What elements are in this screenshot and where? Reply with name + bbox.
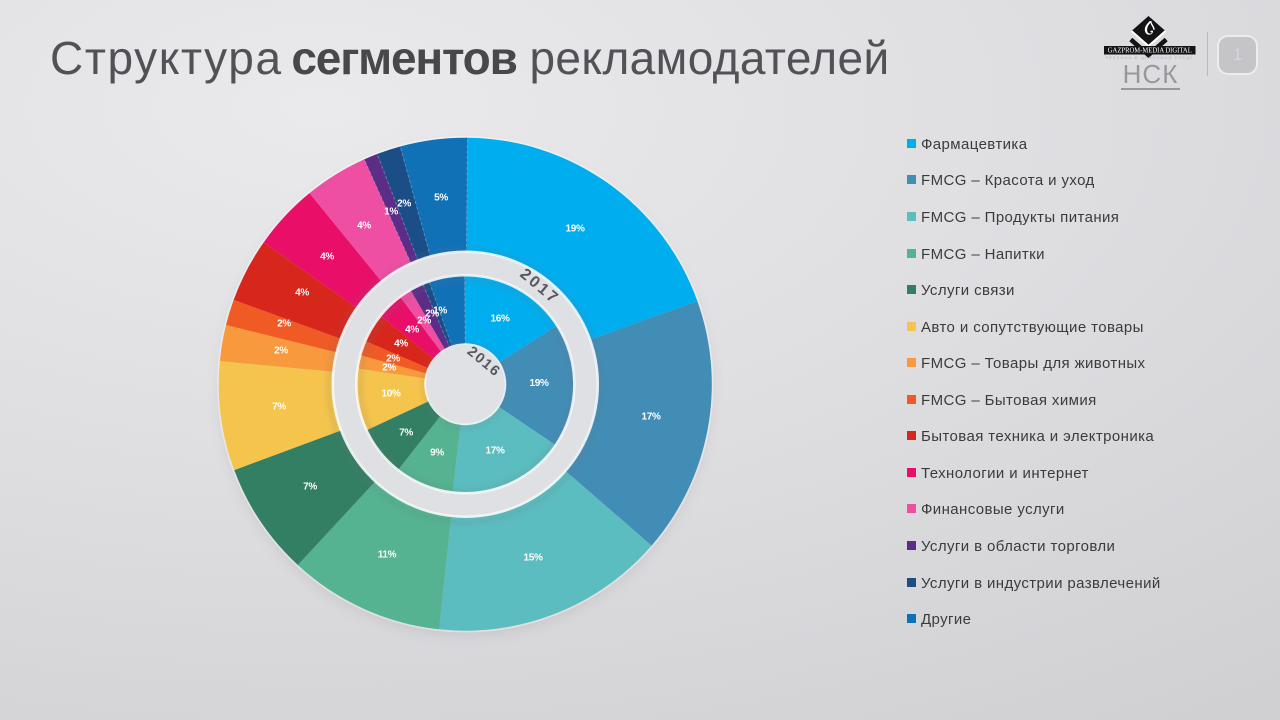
svg-text:GAZPROM-MEDIA DIGITAL: GAZPROM-MEDIA DIGITAL xyxy=(1108,47,1192,55)
svg-text:7%: 7% xyxy=(272,402,286,413)
svg-text:5%: 5% xyxy=(434,193,448,204)
svg-text:17%: 17% xyxy=(641,412,661,423)
svg-text:11%: 11% xyxy=(378,550,397,561)
svg-text:15%: 15% xyxy=(523,553,543,564)
svg-text:2%: 2% xyxy=(274,346,288,357)
svg-text:17%: 17% xyxy=(485,446,505,457)
svg-text:2%: 2% xyxy=(417,316,431,327)
svg-text:10%: 10% xyxy=(381,389,401,400)
svg-text:2%: 2% xyxy=(425,309,439,320)
svg-text:2%: 2% xyxy=(382,363,396,374)
svg-text:РЕКЛАМА В ЦИФРОВОЙ СРЕДЕ: РЕКЛАМА В ЦИФРОВОЙ СРЕДЕ xyxy=(1106,55,1194,60)
svg-text:4%: 4% xyxy=(405,325,419,336)
svg-text:1%: 1% xyxy=(384,207,398,218)
svg-text:16%: 16% xyxy=(490,314,510,325)
svg-text:7%: 7% xyxy=(399,428,413,439)
svg-text:19%: 19% xyxy=(529,378,549,389)
svg-text:2%: 2% xyxy=(397,199,411,210)
svg-text:4%: 4% xyxy=(394,339,408,350)
svg-text:1%: 1% xyxy=(433,306,447,317)
svg-text:2%: 2% xyxy=(277,319,291,330)
svg-text:4%: 4% xyxy=(357,221,371,232)
svg-text:19%: 19% xyxy=(565,224,585,235)
svg-text:9%: 9% xyxy=(430,448,444,459)
svg-text:7%: 7% xyxy=(303,482,317,493)
svg-text:4%: 4% xyxy=(320,252,334,263)
svg-text:4%: 4% xyxy=(295,288,309,299)
svg-text:2%: 2% xyxy=(386,354,400,365)
